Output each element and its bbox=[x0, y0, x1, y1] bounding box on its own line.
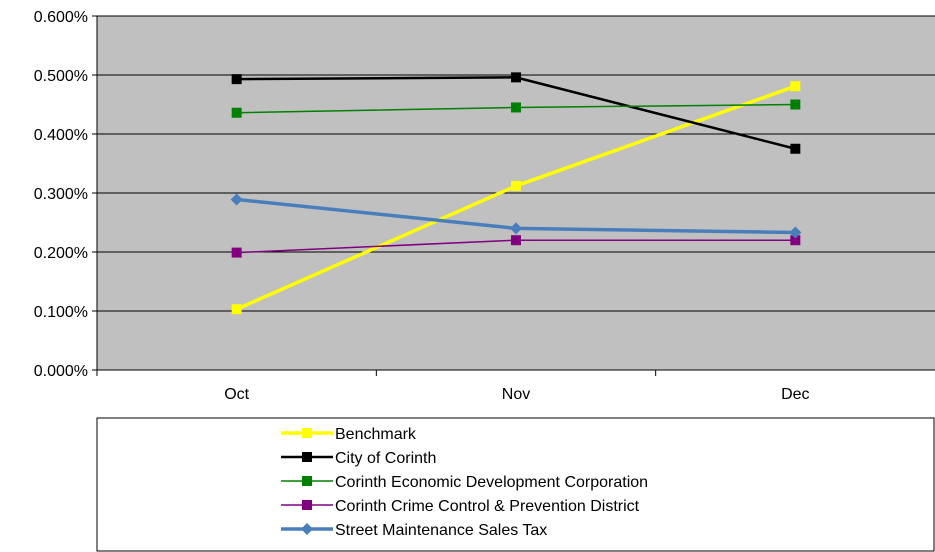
data-point bbox=[511, 72, 521, 83]
data-point bbox=[231, 304, 242, 315]
x-tick-label: Dec bbox=[781, 386, 809, 403]
legend-swatch-marker bbox=[302, 476, 312, 486]
x-tick-label: Nov bbox=[502, 386, 530, 403]
data-point bbox=[511, 180, 521, 191]
data-point bbox=[231, 107, 242, 118]
legend-swatch-marker bbox=[302, 452, 312, 462]
data-point bbox=[790, 99, 801, 110]
data-point bbox=[789, 226, 802, 239]
y-axis-tick-labels: 0.000% 0.100% 0.200% 0.300% 0.400% 0.500% 0.60… bbox=[34, 9, 88, 380]
data-point bbox=[790, 81, 801, 92]
data-point bbox=[230, 193, 243, 206]
data-point bbox=[231, 247, 242, 258]
y-tick-label: 0.500% bbox=[34, 68, 88, 85]
legend-label: City of Corinth bbox=[335, 450, 436, 467]
legend-label: Corinth Economic Development Corporation bbox=[335, 474, 648, 491]
data-point bbox=[511, 102, 521, 113]
data-point bbox=[790, 143, 801, 154]
data-point bbox=[231, 74, 242, 85]
y-tick-label: 0.100% bbox=[34, 304, 88, 321]
data-point bbox=[790, 235, 801, 246]
legend-label: Street Maintenance Sales Tax bbox=[335, 522, 547, 539]
legend-swatch-marker bbox=[301, 523, 313, 535]
legend-swatch-marker bbox=[302, 500, 312, 510]
legend-label: Corinth Crime Control & Prevention Distr… bbox=[335, 498, 640, 515]
y-tick-label: 0.000% bbox=[34, 363, 88, 380]
legend-label: Benchmark bbox=[335, 426, 417, 443]
legend: Benchmark City of Corinth Corinth Economic… bbox=[96, 417, 935, 552]
series-markers bbox=[230, 72, 802, 315]
y-tick-label: 0.200% bbox=[34, 245, 88, 262]
data-point bbox=[510, 222, 522, 235]
y-tick-label: 0.400% bbox=[34, 127, 88, 144]
x-tick-label: Oct bbox=[224, 386, 249, 403]
y-tick-label: 0.600% bbox=[34, 9, 88, 26]
legend-swatch-marker bbox=[302, 428, 312, 438]
legend-box bbox=[96, 417, 935, 552]
y-tick-label: 0.300% bbox=[34, 186, 88, 203]
x-axis-tick-labels: Oct Nov Dec bbox=[224, 386, 809, 403]
axes bbox=[92, 15, 935, 376]
data-point bbox=[511, 235, 521, 246]
